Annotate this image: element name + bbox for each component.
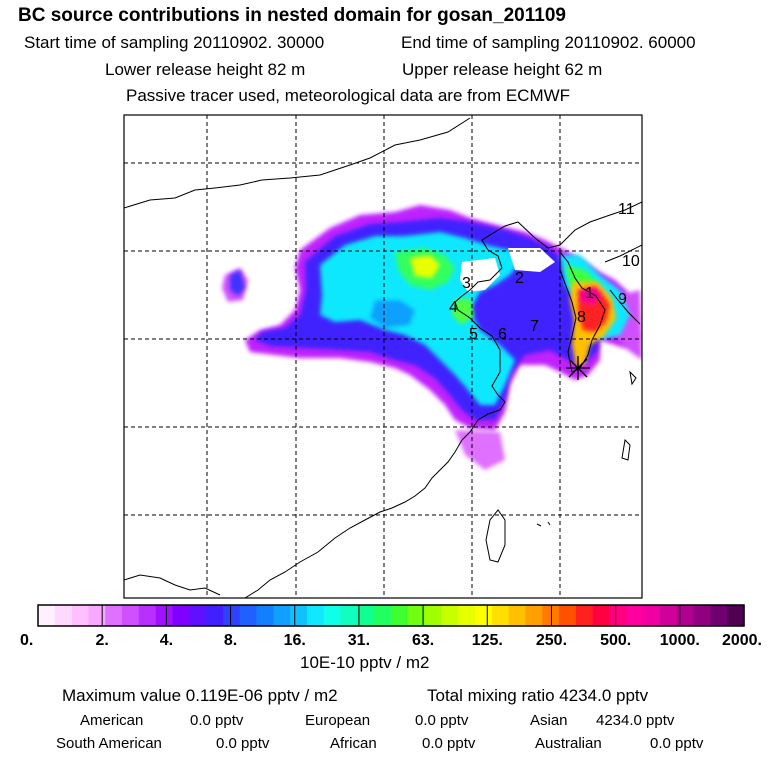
colorbar-cell (138, 605, 157, 626)
region-label-11: 11 (618, 201, 635, 218)
colorbar-cell (727, 605, 745, 626)
colorbar-cell (323, 605, 342, 626)
colorbar-cell (172, 605, 190, 626)
colorbar-tick-label: 8. (224, 632, 237, 649)
colorbar-tick-label: 0. (20, 632, 33, 649)
total-mixing-ratio: Total mixing ratio 4234.0 pptv (427, 686, 649, 705)
region-label-10: 10 (622, 253, 640, 270)
colorbar-cell (38, 605, 56, 626)
colorbar-cell (508, 605, 527, 626)
colorbar-tick-label: 2000. (722, 632, 762, 649)
colorbar-cell (54, 605, 73, 626)
colorbar-frame (37, 604, 745, 627)
map-frame (123, 114, 643, 599)
colorbar-cell (256, 605, 274, 626)
tracer-note: Passive tracer used, meteorological data… (126, 86, 571, 105)
colorbar-cell (525, 605, 543, 626)
region-label-6: 6 (498, 326, 507, 343)
african-label: African (330, 735, 377, 752)
upper-release-label: Upper release height 62 m (402, 60, 603, 79)
colorbar-cell (491, 605, 510, 626)
colorbar-cell (659, 605, 678, 626)
colorbar-cell (155, 605, 174, 626)
coastlines (124, 117, 642, 598)
colorbar-cells (38, 605, 745, 626)
colorbar-cell (189, 605, 207, 626)
maximum-value: Maximum value 0.119E-06 pptv / m2 (62, 686, 338, 705)
asian-label: Asian (530, 712, 568, 729)
colorbar-tick-label: 31. (348, 632, 370, 649)
colorbar-tick-lines (101, 605, 681, 626)
region-label-8: 8 (577, 309, 586, 326)
colorbar-cell (88, 605, 106, 626)
colorbar-cell (458, 605, 476, 626)
colorbar-cell (676, 605, 695, 626)
colorbar-cell (222, 605, 241, 626)
australian-value: 0.0 pptv (650, 735, 704, 752)
colorbar-unit: 10E-10 pptv / m2 (300, 653, 430, 672)
colorbar-cell (626, 605, 644, 626)
colorbar-cell (122, 605, 140, 626)
receptor-asterisk-icon (566, 356, 590, 380)
asian-value: 4234.0 pptv (596, 712, 675, 729)
colorbar: 0. 2. 4. 8. 16. 31. 63. 125. 250. 500. 1000. 2000. (20, 604, 762, 649)
colorbar-cell (575, 605, 594, 626)
european-label: European (305, 712, 371, 729)
start-time-label: Start time of sampling 20110902. 30000 (24, 33, 325, 52)
colorbar-tick-label: 2. (96, 632, 109, 649)
colorbar-cell (273, 605, 291, 626)
contribution-field (222, 205, 642, 470)
african-value: 0.0 pptv (422, 735, 476, 752)
colorbar-tick-label: 125. (472, 632, 503, 649)
colorbar-tick-label: 1000. (660, 632, 700, 649)
colorbar-tick-label: 250. (536, 632, 567, 649)
colorbar-cell (693, 605, 711, 626)
colorbar-cell (290, 605, 308, 626)
lat-lon-grid (124, 115, 642, 598)
source-contribution-map: 1 2 3 4 5 6 7 8 9 10 11 (123, 114, 643, 599)
colorbar-tick-label: 500. (600, 632, 631, 649)
lower-release-label: Lower release height 82 m (105, 60, 306, 79)
south-american-value: 0.0 pptv (216, 735, 270, 752)
colorbar-cell (206, 605, 224, 626)
colorbar-tick-label: 4. (160, 632, 173, 649)
colorbar-cell (559, 605, 577, 626)
region-label-9: 9 (618, 291, 627, 308)
colorbar-cell (710, 605, 728, 626)
region-label-3: 3 (462, 275, 471, 292)
colorbar-tick-label: 16. (284, 632, 306, 649)
region-label-7: 7 (530, 318, 539, 335)
colorbar-cell (441, 605, 459, 626)
colorbar-cell (340, 605, 358, 626)
american-value: 0.0 pptv (190, 712, 244, 729)
region-label-5: 5 (469, 326, 478, 343)
colorbar-cell (609, 605, 627, 626)
colorbar-cell (424, 605, 443, 626)
american-label: American (80, 712, 144, 729)
colorbar-cell (592, 605, 611, 626)
australian-label: Australian (535, 735, 602, 752)
colorbar-cell (105, 605, 123, 626)
region-labels: 1 2 3 4 5 6 7 8 9 10 11 (449, 201, 640, 343)
region-label-2: 2 (515, 270, 524, 287)
european-value: 0.0 pptv (415, 712, 469, 729)
colorbar-cell (475, 605, 493, 626)
colorbar-cell (306, 605, 325, 626)
region-label-1: 1 (585, 285, 594, 302)
colorbar-tick-label: 63. (412, 632, 434, 649)
region-label-4: 4 (449, 299, 458, 316)
south-american-label: South American (56, 735, 162, 752)
end-time-label: End time of sampling 20110902. 60000 (401, 33, 696, 52)
colorbar-cell (374, 605, 392, 626)
colorbar-cell (71, 605, 90, 626)
colorbar-cell (643, 605, 661, 626)
colorbar-cell (407, 605, 426, 626)
plot-title: BC source contributions in nested domain… (18, 5, 566, 26)
colorbar-cell (391, 605, 409, 626)
colorbar-cell (357, 605, 375, 626)
colorbar-cell (239, 605, 258, 626)
colorbar-tick-labels: 0. 2. 4. 8. 16. 31. 63. 125. 250. 500. 1000. 2000. (20, 632, 762, 649)
